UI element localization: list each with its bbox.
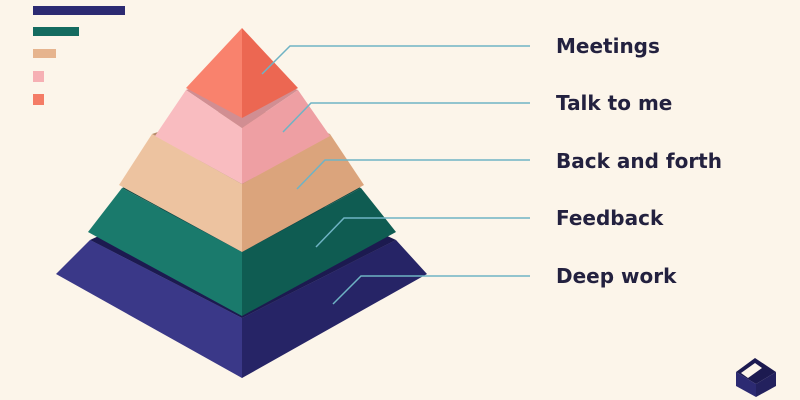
label-deep-work: Deep work [556, 264, 677, 288]
legend-bar-tan [33, 49, 56, 58]
label-talk-to-me: Talk to me [556, 91, 672, 115]
label-feedback: Feedback [556, 206, 664, 230]
cube-logo-icon [736, 358, 776, 397]
legend-bar-green [33, 27, 79, 36]
legend-square-pink [33, 71, 44, 82]
label-meetings: Meetings [556, 34, 660, 58]
legend-bar-navy [33, 6, 125, 15]
layer-labels: Meetings Talk to me Back and forth Feedb… [556, 34, 722, 288]
layer-meetings [186, 28, 298, 118]
leader-line-talk-to-me [282, 102, 530, 133]
leader-line-back-and-forth [296, 159, 530, 190]
leader-line-meetings [261, 45, 530, 75]
legend [33, 6, 125, 105]
leader-line-deep-work [332, 275, 530, 305]
leader-lines [261, 45, 530, 305]
legend-square-coral [33, 94, 44, 105]
leader-line-feedback [315, 217, 530, 248]
label-back-and-forth: Back and forth [556, 149, 722, 173]
